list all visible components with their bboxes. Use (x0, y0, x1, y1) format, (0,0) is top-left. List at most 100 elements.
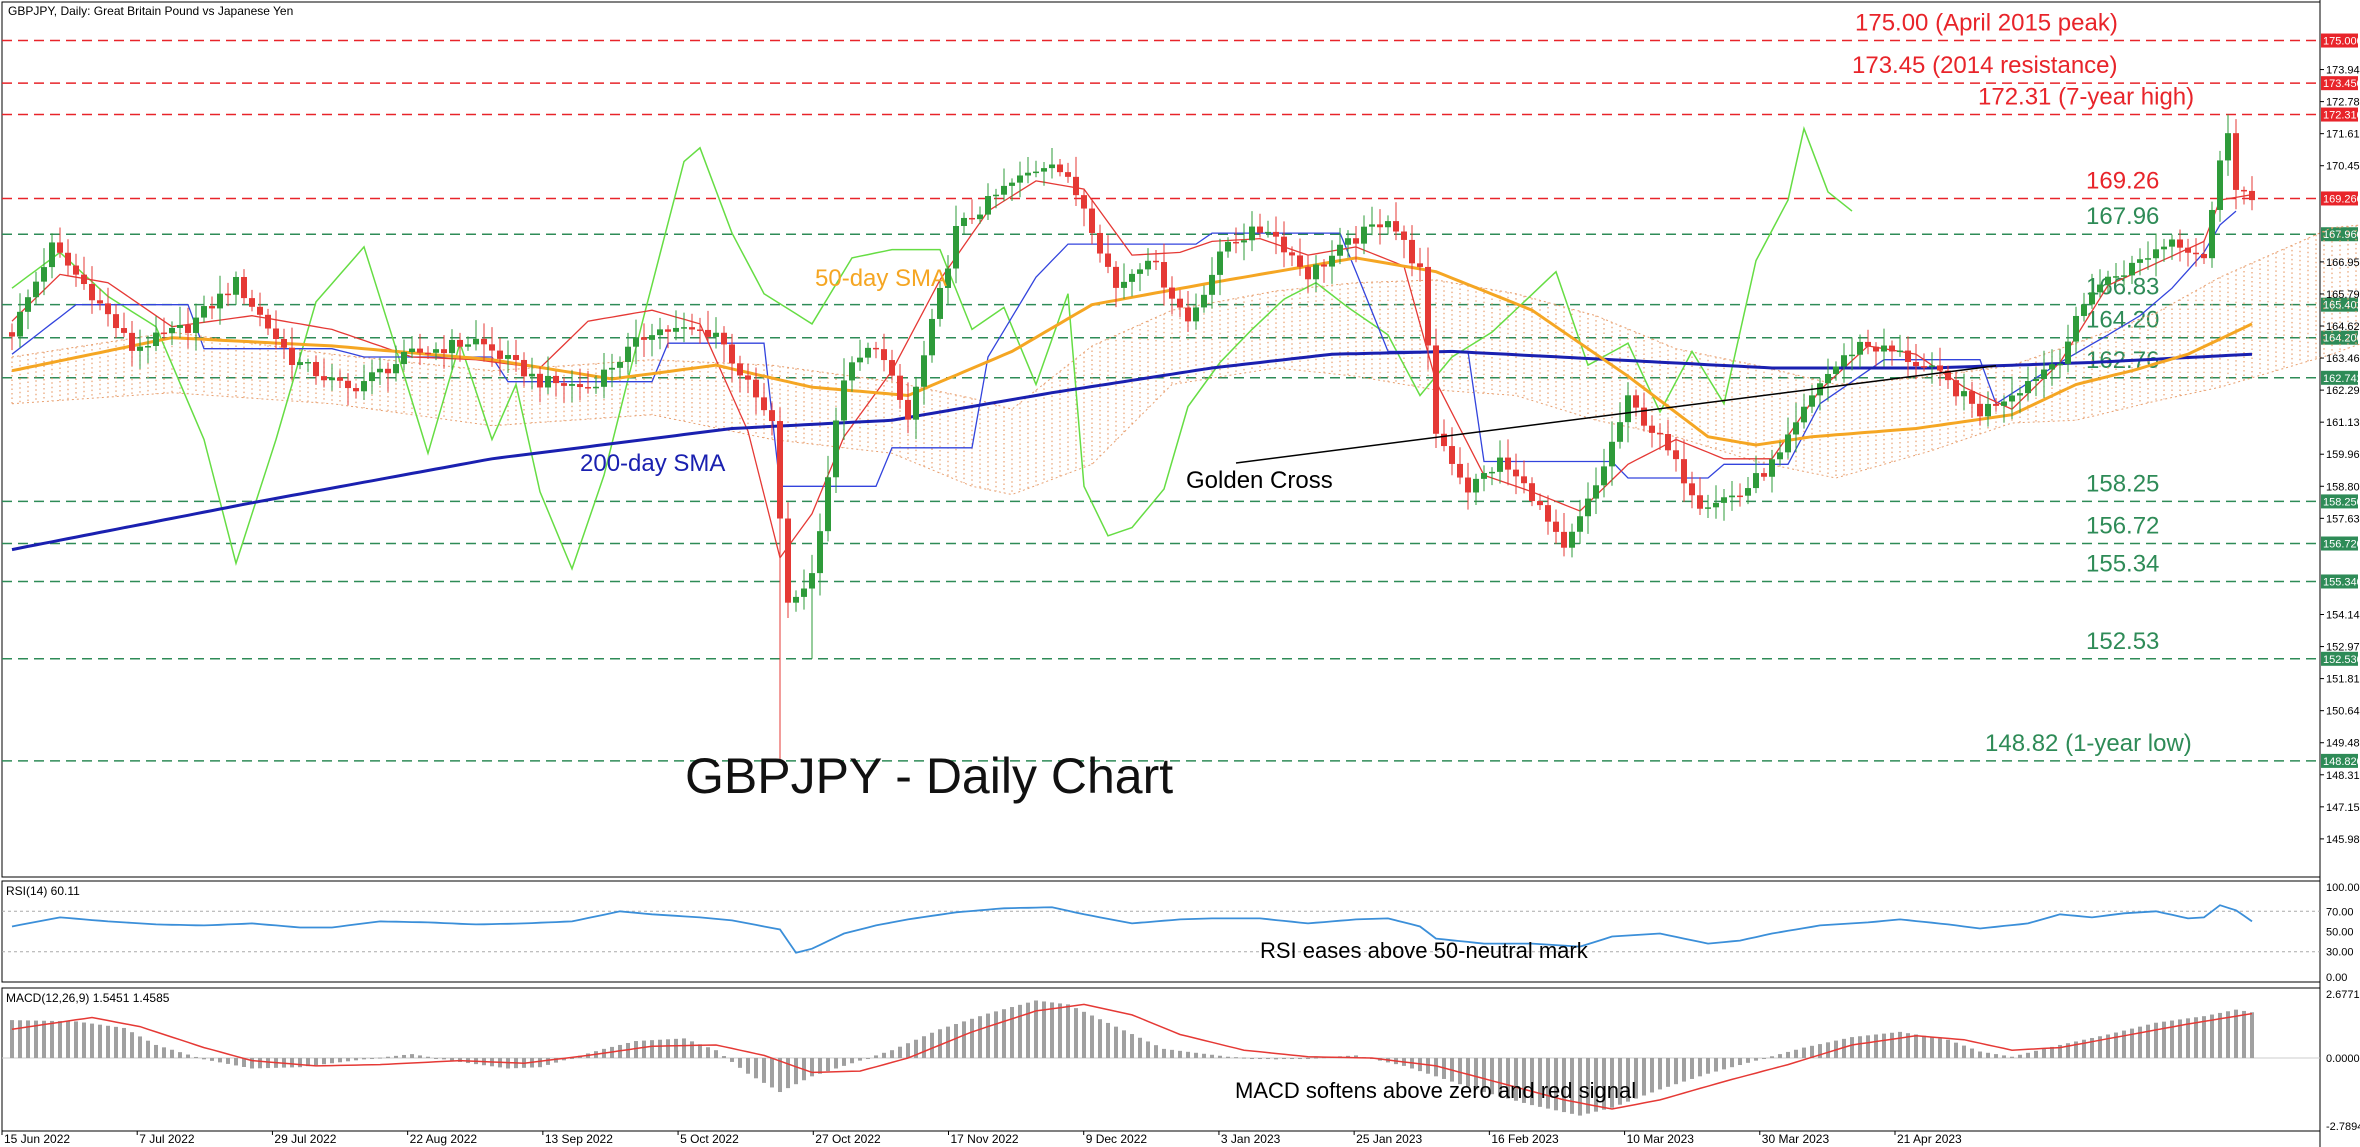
candle-body (1865, 341, 1871, 347)
macd-histogram-bar (554, 1058, 558, 1063)
macd-histogram-bar (1066, 1004, 1070, 1059)
candle-body (601, 369, 607, 387)
macd-histogram-bar (826, 1058, 830, 1072)
candle-body (2025, 381, 2031, 394)
time-axis-tick-label: 7 Jul 2022 (139, 1132, 195, 1146)
time-axis-tick-label: 17 Nov 2022 (951, 1132, 1019, 1146)
macd-histogram-bar (290, 1058, 294, 1068)
price-axis-tick-label: 172.780 (2326, 97, 2360, 109)
candle-body (169, 327, 175, 334)
macd-axis-tick-label: 0.0000 (2326, 1053, 2360, 1065)
level-price-tag (2321, 33, 2358, 48)
candle-body (1889, 345, 1895, 352)
candle-body (353, 388, 359, 392)
candle-body (1193, 307, 1199, 322)
macd-histogram-bar (1930, 1037, 1934, 1059)
level-label: 148.82 (1-year low) (1985, 730, 2192, 757)
cloud-span-b (11, 224, 2360, 410)
price-axis-tick-label: 171.615 (2326, 129, 2360, 141)
macd-histogram-bar (1954, 1042, 1958, 1059)
candle-body (369, 372, 375, 382)
candle-body (121, 328, 127, 333)
candle-body (313, 362, 319, 377)
candle-body (193, 317, 199, 333)
macd-histogram-bar (2034, 1050, 2038, 1059)
candle-body (745, 375, 751, 380)
level-price-tag (2321, 191, 2358, 206)
macd-histogram-bar (346, 1058, 350, 1062)
candle-body (785, 518, 791, 603)
macd-histogram-bar (1306, 1058, 1310, 1060)
macd-histogram-bar (1234, 1057, 1238, 1059)
macd-histogram-bar (242, 1058, 246, 1067)
price-axis-tick-label: 149.480 (2326, 738, 2360, 750)
candle-body (457, 339, 463, 347)
macd-histogram-bar (1010, 1007, 1014, 1059)
level-price-tag-label: 173.450 (2323, 78, 2360, 90)
candle-body (2217, 160, 2223, 210)
candle-body (201, 306, 207, 318)
candle-body (1961, 391, 1967, 397)
macd-histogram-bar (1594, 1058, 1598, 1112)
candle-body (1705, 507, 1711, 509)
macd-histogram-bar (994, 1011, 998, 1059)
candle-body (697, 329, 703, 331)
candle-body (2209, 209, 2215, 259)
candle-body (1761, 473, 1767, 477)
candle-body (801, 588, 807, 597)
candle-body (361, 381, 367, 392)
candle-body (1409, 239, 1415, 264)
candle-body (657, 329, 663, 336)
candle-body (2033, 378, 2039, 382)
macd-histogram-bar (1466, 1058, 1470, 1087)
candle-body (1833, 366, 1839, 374)
candle-body (1993, 403, 1999, 406)
candle-body (929, 318, 935, 356)
macd-histogram-bar (194, 1056, 198, 1059)
candle-body (1657, 432, 1663, 435)
candle-body (833, 420, 839, 478)
candle-body (265, 314, 271, 329)
macd-histogram-bar (658, 1039, 662, 1059)
candle-body (1385, 221, 1391, 228)
macd-histogram-bar (1666, 1058, 1670, 1087)
macd-histogram-bar (1802, 1047, 1806, 1059)
time-axis-tick-label: 9 Dec 2022 (1086, 1132, 1148, 1146)
rsi-axis-tick-label: 100.00 (2326, 882, 2360, 894)
candle-body (817, 531, 823, 574)
candle-body (729, 344, 735, 364)
candle-body (1689, 483, 1695, 496)
macd-histogram-bar (1658, 1058, 1662, 1090)
candle-body (2089, 292, 2095, 305)
macd-histogram-bar (698, 1044, 702, 1059)
macd-histogram-bar (1274, 1058, 1278, 1060)
macd-histogram-bar (1058, 1003, 1062, 1059)
candle-body (1881, 345, 1887, 352)
candle-body (1481, 473, 1487, 479)
candle-body (1745, 488, 1751, 496)
candle-body (1161, 262, 1167, 288)
macd-histogram-bar (682, 1038, 686, 1059)
candle-body (849, 362, 855, 381)
macd-histogram-bar (10, 1020, 14, 1059)
time-axis-tick-label: 29 Jul 2022 (274, 1132, 336, 1146)
macd-histogram-bar (1858, 1036, 1862, 1059)
rsi-axis-tick-label: 0.00 (2326, 972, 2347, 984)
macd-histogram-bar (234, 1058, 238, 1066)
candle-body (585, 387, 591, 389)
macd-histogram-bar (2210, 1014, 2214, 1059)
candle-body (1297, 255, 1303, 267)
macd-histogram-bar (1602, 1058, 1606, 1110)
candle-body (497, 350, 503, 359)
macd-histogram-bar (2082, 1039, 2086, 1059)
candle-body (2241, 189, 2247, 192)
candle-body (1449, 446, 1455, 464)
macd-histogram-bar (1890, 1032, 1894, 1059)
macd-histogram-bar (1434, 1058, 1438, 1077)
candle-body (1521, 476, 1527, 484)
candle-body (33, 281, 39, 298)
macd-histogram-bar (26, 1020, 30, 1059)
price-panel (1, 1, 2321, 878)
macd-axis-tick-label: 2.6771 (2326, 989, 2360, 1001)
candle-body (1065, 172, 1071, 177)
